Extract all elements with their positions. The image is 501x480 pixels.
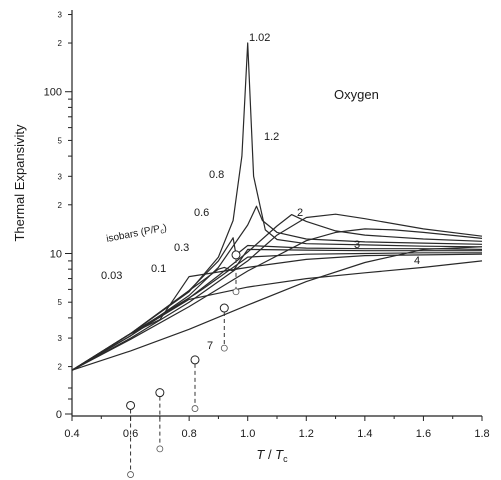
marker-circle-0_6	[219, 303, 229, 313]
x-axis-label-sym: T	[275, 447, 284, 462]
substance-annotation: Oxygen	[334, 87, 379, 102]
series-line-0_3	[71, 252, 482, 371]
x-axis-label: T / Tc	[256, 447, 288, 464]
x-tick-label: 1.2	[299, 428, 314, 440]
series-label-4: 4	[414, 255, 420, 267]
y-minor-tick-label: 2	[58, 201, 63, 210]
x-tick-label: 1.8	[474, 428, 489, 440]
series-line-0_1	[71, 253, 483, 371]
x-tick-label: 1.0	[240, 428, 255, 440]
x-tick-label: 1.6	[416, 428, 431, 440]
series-label-0_1: 0.1	[151, 263, 166, 275]
series-line-7	[71, 246, 483, 371]
marker-low-0_8	[232, 288, 240, 296]
y-minor-tick-label: 3	[58, 11, 63, 20]
series-label-2: 2	[297, 207, 303, 219]
y-minor-tick-label: 3	[58, 334, 63, 343]
x-tick-label: 0.4	[64, 428, 79, 440]
series-label-0_3: 0.3	[174, 242, 189, 254]
series-line-0_03	[71, 260, 483, 371]
series-line-1_2	[71, 205, 483, 371]
y-minor-tick-label: 5	[58, 136, 63, 145]
series-line-4	[71, 228, 483, 371]
marker-low-0_3	[191, 405, 199, 412]
marker-low-0_1	[156, 445, 164, 453]
y-minor-tick-label: 2	[58, 363, 63, 372]
isobar-label-sub: c	[160, 228, 165, 236]
series-line-1_02	[71, 42, 483, 371]
marker-low-0_6	[220, 344, 228, 352]
marker-circle-0_1	[155, 388, 165, 398]
series-label-0_6: 0.6	[194, 207, 209, 219]
series-label-1_2: 1.2	[264, 131, 279, 143]
y-minor-tick-label: 2	[58, 39, 63, 48]
isobar-label-close: )	[162, 222, 167, 233]
y-axis-label: Thermal Expansivity	[12, 124, 27, 242]
marker-low-0_03	[127, 471, 134, 478]
x-axis-label-main: T	[256, 447, 265, 462]
series-label-7: 7	[207, 340, 213, 352]
y-major-tick-label: 100	[44, 87, 62, 99]
isobar-annotation: isobars (P/Pc)	[105, 222, 167, 245]
marker-circle-0_3	[190, 355, 200, 365]
isobar-label-main: isobars (P/P	[105, 224, 161, 245]
series-label-0_8: 0.8	[209, 169, 224, 181]
marker-circle-0_03	[126, 400, 136, 410]
y-zero-label: 0	[56, 409, 62, 421]
y-major-tick-label: 10	[50, 249, 62, 261]
series-labels: 7 4 3 2 1.2 1.02 0.8 0.6 0.3 0.1 0.03	[101, 32, 420, 352]
y-minor-tick-label: 3	[58, 172, 63, 181]
x-tick-label: 0.8	[181, 428, 196, 440]
series-label-3: 3	[354, 239, 360, 251]
x-tick-label: 1.4	[357, 428, 372, 440]
x-axis-label-sub: c	[283, 454, 288, 464]
series-lines	[71, 42, 483, 371]
y-minor-tick-label: 5	[58, 298, 63, 307]
x-axis-label-sep: /	[264, 447, 275, 462]
marker-circle-0_8	[231, 250, 241, 260]
series-label-0_03: 0.03	[101, 270, 122, 282]
axis-ticks: 0.4 0.6 0.8 1.0 1.2 1.4 1.6 1.8 2 3 5 10 2 3 5 100 2 3 0	[44, 11, 490, 440]
drop-markers	[126, 250, 241, 478]
series-label-1_02: 1.02	[249, 32, 270, 44]
